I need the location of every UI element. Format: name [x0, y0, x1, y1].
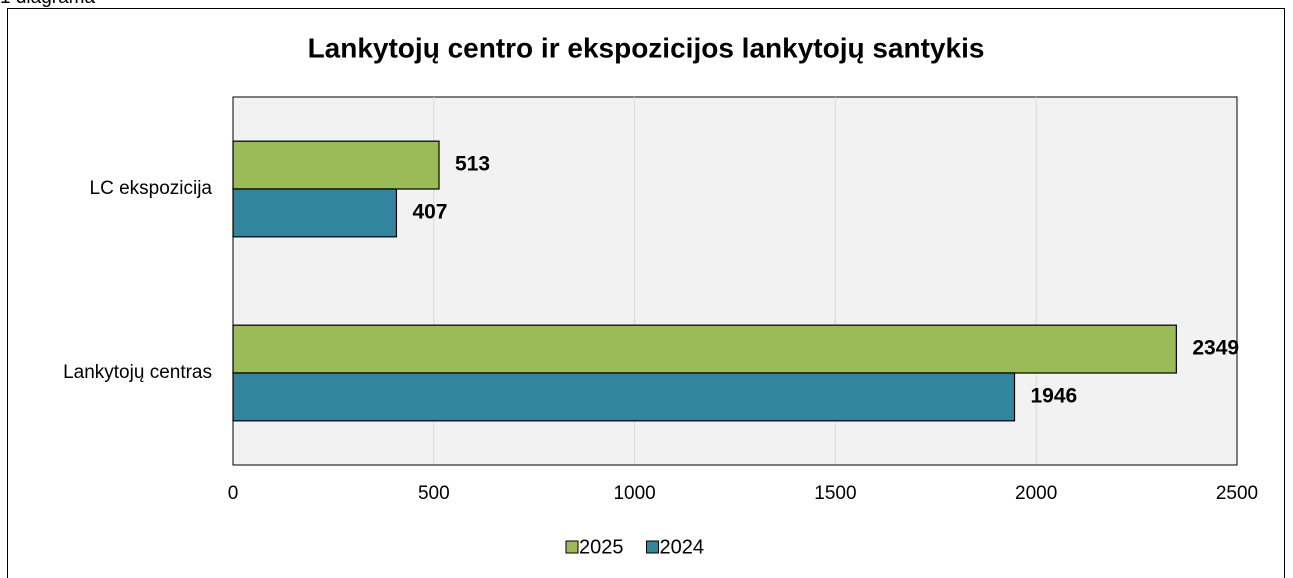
- legend-swatch: [646, 540, 659, 554]
- y-tick-label: LC ekspozicija: [90, 178, 213, 199]
- bar: [232, 324, 1177, 374]
- x-tick-label: 1000: [613, 483, 655, 504]
- data-label: 2349: [1192, 337, 1239, 360]
- data-label: 1946: [1031, 384, 1078, 407]
- legend-label: 2024: [660, 536, 705, 558]
- x-tick-label: 1500: [814, 483, 856, 504]
- data-label: 407: [412, 200, 447, 223]
- bar: [232, 372, 1016, 422]
- bar: [232, 140, 440, 190]
- x-tick-label: 2500: [1216, 483, 1258, 504]
- y-tick-label: Lankytojų centras: [63, 362, 212, 383]
- legend-label: 2025: [579, 536, 624, 558]
- legend-swatch: [565, 540, 579, 554]
- chart-title: Lankytojų centro ir ekspozicijos lankyto…: [308, 32, 985, 63]
- x-tick-label: 0: [228, 483, 239, 504]
- x-tick-label: 500: [418, 483, 450, 504]
- x-tick-label: 2000: [1015, 483, 1057, 504]
- bar: [232, 188, 398, 238]
- caption: 1 diagrama: [0, 0, 95, 8]
- data-label: 513: [455, 153, 490, 176]
